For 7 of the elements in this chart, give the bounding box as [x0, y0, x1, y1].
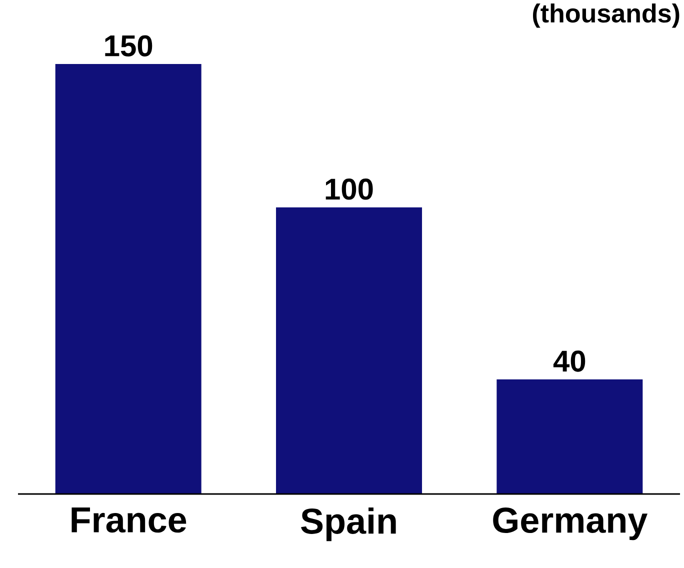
data-label: 40: [553, 350, 586, 372]
data-label: 150: [105, 35, 152, 56]
data-label: 100: [326, 178, 373, 200]
x-tick-label: Germany: [493, 508, 648, 540]
x-tick-label: Spain: [301, 508, 396, 542]
chart-subtitle: (thousands): [533, 4, 680, 28]
x-tick-label: France: [72, 508, 186, 533]
